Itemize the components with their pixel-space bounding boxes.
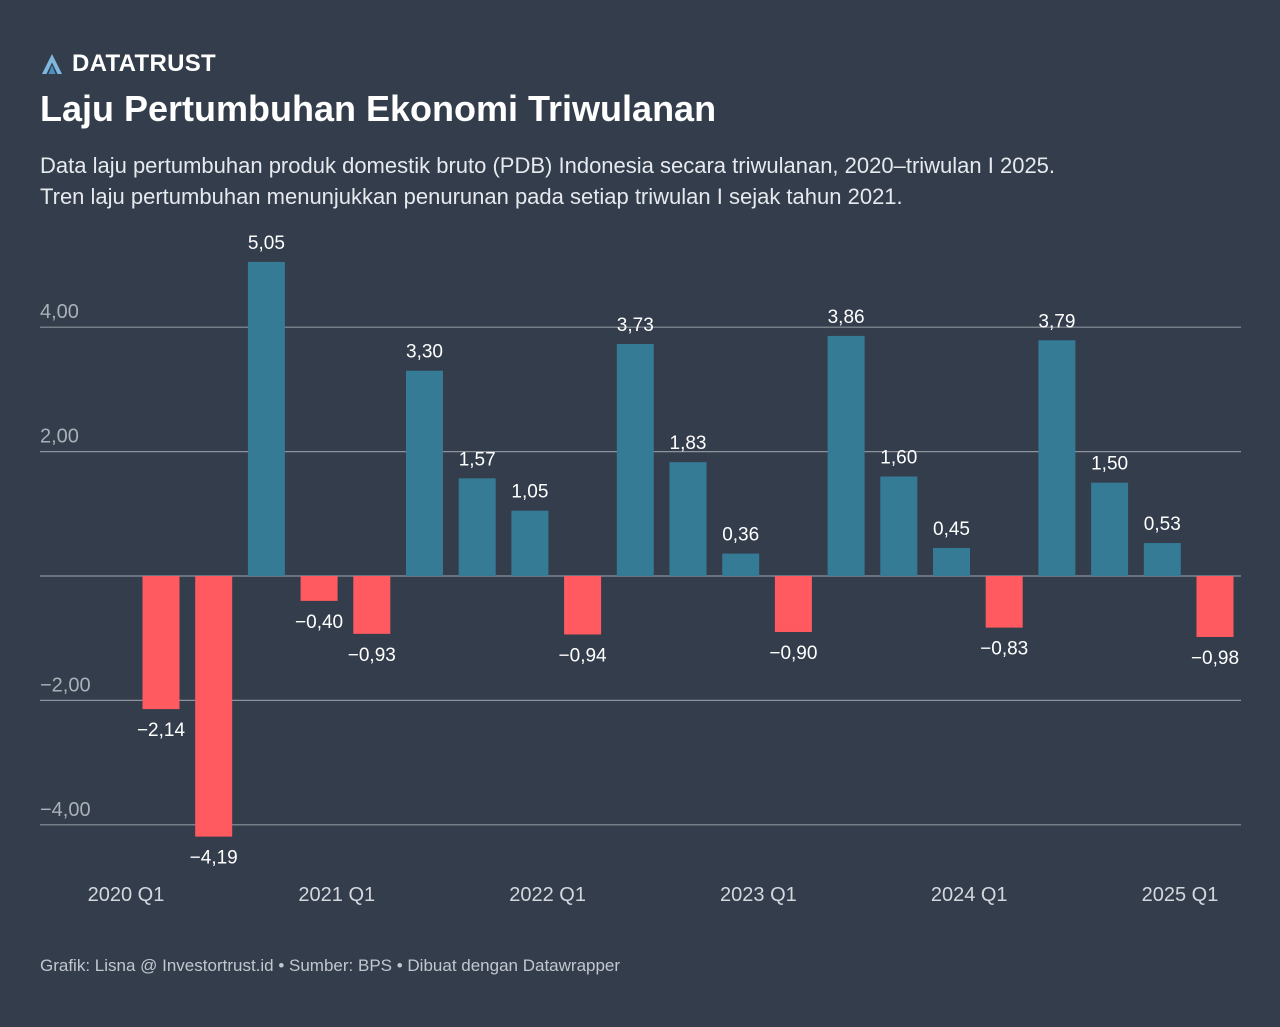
data-label: 5,05	[248, 233, 285, 254]
data-label: −0,40	[295, 612, 343, 633]
bar	[1038, 340, 1076, 576]
data-label: 0,45	[933, 519, 970, 540]
data-label: −0,98	[1191, 648, 1239, 669]
bar	[985, 576, 1023, 628]
x-tick-label: 2021 Q1	[298, 884, 375, 906]
bar	[195, 576, 233, 837]
y-tick-label: −4,00	[40, 799, 91, 821]
data-label: 3,79	[1038, 311, 1075, 332]
x-tick-label: 2024 Q1	[931, 884, 1008, 906]
bar	[458, 478, 496, 576]
data-label: −0,90	[769, 643, 817, 664]
x-tick-label: 2023 Q1	[720, 884, 797, 906]
brand-name: DATATRUST	[72, 50, 217, 77]
data-label: −0,93	[348, 645, 396, 666]
x-tick-label: 2020 Q1	[88, 884, 165, 906]
footer-credit: Grafik: Lisna @ Investortrust.id • Sumbe…	[40, 956, 621, 975]
bar	[774, 576, 812, 632]
bar	[406, 370, 443, 576]
bar	[247, 261, 285, 576]
bar	[1091, 482, 1129, 576]
data-label: 1,83	[670, 433, 707, 454]
bar	[300, 576, 338, 601]
bar	[564, 576, 602, 635]
data-label: 0,36	[722, 525, 759, 546]
data-label: 1,05	[511, 482, 548, 503]
data-label: −0,83	[980, 639, 1028, 660]
data-label: 1,50	[1091, 454, 1128, 475]
bar	[353, 576, 391, 634]
bar	[1196, 576, 1234, 637]
bar	[722, 553, 760, 576]
datatrust-logo-icon	[42, 54, 62, 74]
data-label: 3,86	[828, 307, 865, 328]
data-label: 3,73	[617, 315, 654, 336]
x-tick-label: 2022 Q1	[509, 884, 586, 906]
data-label: 0,53	[1144, 514, 1181, 535]
chart-subtitle: Data laju pertumbuhan produk domestik br…	[40, 150, 1240, 212]
bar	[511, 510, 549, 576]
data-label: −4,19	[190, 848, 238, 869]
subtitle-line-2: Tren laju pertumbuhan menunjukkan penuru…	[40, 184, 903, 209]
data-label: 1,60	[880, 447, 917, 468]
y-tick-label: −2,00	[40, 674, 91, 696]
bar	[880, 476, 918, 576]
bar	[933, 548, 970, 576]
bar	[827, 335, 865, 576]
chart-title: Laju Pertumbuhan Ekonomi Triwulanan	[40, 88, 717, 129]
bar	[1143, 543, 1181, 576]
bar	[616, 343, 654, 576]
data-label: −2,14	[137, 720, 186, 741]
data-label: 1,57	[459, 449, 496, 470]
data-label: −0,94	[559, 645, 608, 666]
bar	[669, 462, 707, 576]
subtitle-line-1: Data laju pertumbuhan produk domestik br…	[40, 153, 1056, 178]
bar	[142, 576, 180, 710]
brand: DATATRUST	[40, 50, 216, 78]
data-label: 3,30	[406, 342, 443, 363]
x-tick-label: 2025 Q1	[1142, 884, 1219, 906]
y-tick-label: 4,00	[40, 301, 79, 323]
y-tick-label: 2,00	[40, 426, 79, 448]
